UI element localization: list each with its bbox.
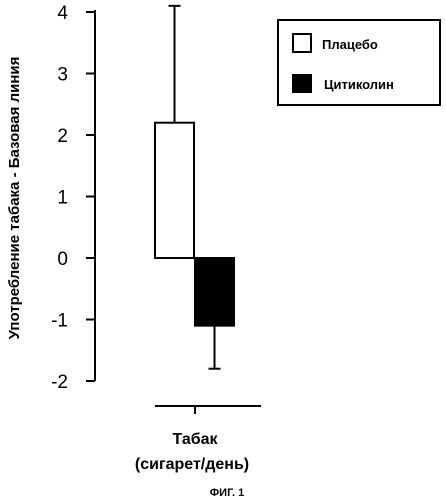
y-tick-label: 2 (57, 126, 68, 147)
x-category-label-line2: (сигарет/день) (135, 456, 249, 473)
legend-swatch-placebo (293, 34, 311, 52)
legend-label-placebo: Плацебо (322, 37, 378, 52)
y-tick-label: 0 (57, 249, 68, 270)
bar-citicoline (195, 258, 234, 326)
y-axis-title: Употребление табака - Базовая линия (6, 57, 23, 340)
figure-caption: ФИГ. 1 (210, 487, 244, 499)
y-tick-label: -2 (51, 372, 68, 393)
y-tick-label: -1 (51, 311, 68, 332)
y-ticks: -2 -1 0 1 2 3 4 (51, 3, 95, 393)
bars (155, 123, 234, 326)
y-tick-label: 4 (57, 3, 68, 24)
legend-swatch-citicoline (293, 75, 311, 92)
legend-label-citicoline: Цитиколин (324, 77, 394, 92)
x-category-label-line1: Табак (172, 431, 218, 448)
y-tick-label: 1 (57, 188, 68, 209)
legend: Плацебо Цитиколин (278, 20, 440, 105)
y-tick-label: 3 (57, 65, 68, 86)
bar-placebo (155, 123, 194, 258)
